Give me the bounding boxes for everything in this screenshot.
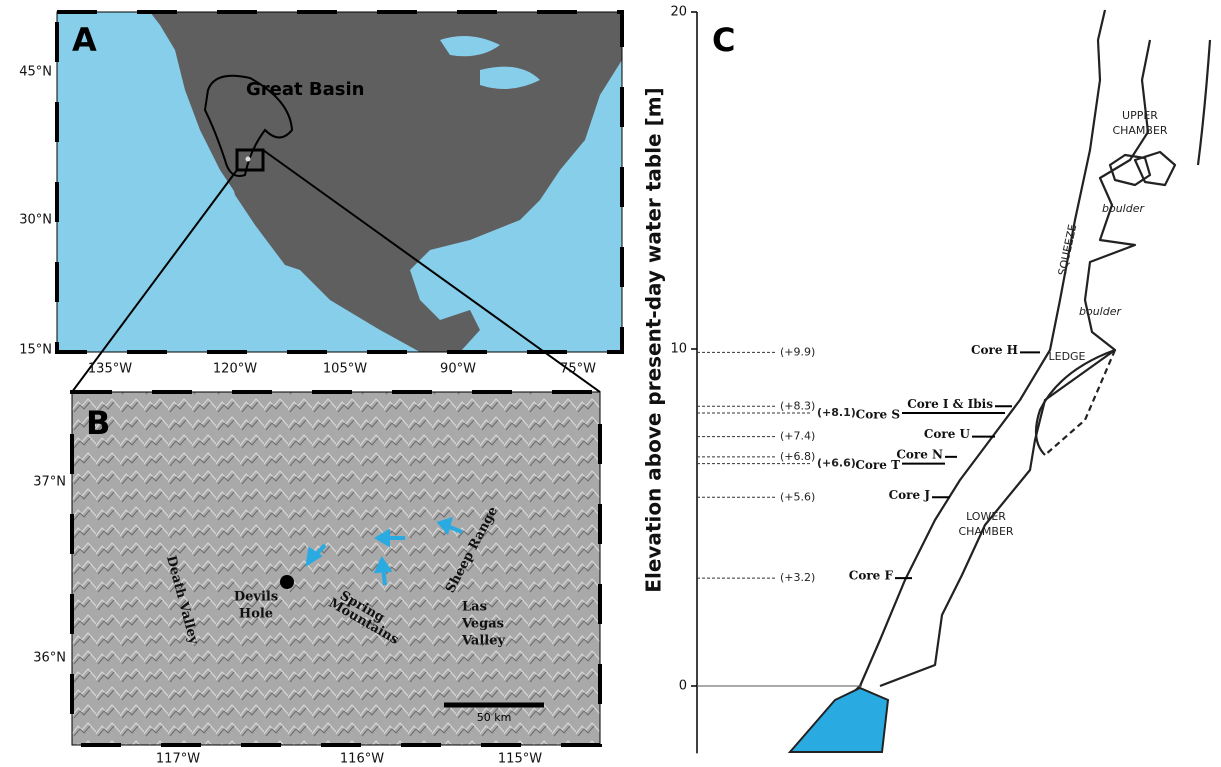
core-name: Core J <box>889 488 931 502</box>
y-tick-label: 0 <box>679 679 687 694</box>
lat-label: 36°N <box>33 651 66 666</box>
panel-letter: B <box>86 404 110 442</box>
panel-b-map: B 50 km <box>70 390 602 747</box>
panel-letter: C <box>712 21 735 59</box>
relief <box>72 392 600 745</box>
boulders <box>1108 150 1177 187</box>
zone-label: LOWER <box>966 510 1006 523</box>
place-label: Devils <box>234 590 278 605</box>
lat-label: 45°N <box>19 65 52 80</box>
lat-label: 37°N <box>33 475 66 490</box>
lon-label: 105°W <box>323 362 367 377</box>
baja <box>230 175 300 270</box>
core-name: Core I & Ibis <box>907 397 993 411</box>
elevation-label: (+8.1) <box>817 406 856 419</box>
y-tick-label: 10 <box>670 342 687 357</box>
lon-label: 135°W <box>88 362 132 377</box>
elevation-label: (+3.2) <box>780 571 815 584</box>
lat-label: 30°N <box>19 213 52 228</box>
site <box>245 156 251 162</box>
elevation-label: (+9.9) <box>780 345 815 358</box>
zone-label: boulder <box>1102 202 1145 215</box>
cave-wall <box>789 9 1107 753</box>
core-name: Core N <box>896 447 943 461</box>
place-label: Hole <box>239 607 273 622</box>
devils-hole-marker <box>280 575 294 589</box>
lon-label: 90°W <box>440 362 476 377</box>
ledge-wall <box>1034 348 1116 456</box>
land <box>150 12 622 352</box>
panel-c: C Elevation above present-day water tabl… <box>642 9 1212 753</box>
flow-arrows <box>305 517 463 586</box>
place-label: Las <box>462 600 487 615</box>
core-name: Core T <box>855 458 900 472</box>
cave-wall <box>879 39 1152 688</box>
lakes <box>440 36 540 89</box>
ledge-dash <box>1044 349 1117 456</box>
elevation-label: (+8.3) <box>780 399 815 412</box>
core-name: Core U <box>924 427 971 441</box>
lon-label: 115°W <box>498 752 542 767</box>
lat-label: 15°N <box>19 343 52 358</box>
zone-label: CHAMBER <box>958 525 1013 538</box>
place-label: Valley <box>461 634 505 649</box>
zone-label: boulder <box>1079 305 1122 318</box>
region-label: Great Basin <box>246 79 364 100</box>
place-label: Vegas <box>461 617 504 632</box>
zone-label: CHAMBER <box>1112 124 1167 137</box>
elevation-label: (+5.6) <box>780 490 815 503</box>
great-basin-outline <box>203 74 294 177</box>
inset-box <box>235 148 265 172</box>
frame <box>71 391 601 746</box>
elevation-label: (+6.6) <box>817 457 856 470</box>
lon-label: 117°W <box>156 752 200 767</box>
lon-label: 116°W <box>340 752 384 767</box>
zoom-line <box>71 169 238 393</box>
water <box>787 686 890 753</box>
panel-letter: A <box>72 21 97 59</box>
zone-label: LEDGE <box>1048 350 1085 363</box>
panel-a-map: A Great Basin <box>55 10 624 393</box>
scale-label: 50 km <box>477 711 512 724</box>
core-name: Core F <box>849 569 894 583</box>
frame <box>56 11 623 353</box>
lon-label: 75°W <box>560 362 596 377</box>
elevation-label: (+7.4) <box>780 430 815 443</box>
core-name: Core S <box>856 408 900 422</box>
y-axis-label: Elevation above present-day water table … <box>642 87 666 592</box>
zone-label: SQUEEZE <box>1056 223 1080 277</box>
lon-label: 120°W <box>213 362 257 377</box>
zone-label: UPPER <box>1122 109 1158 122</box>
y-tick-label: 20 <box>670 5 687 20</box>
core-name: Core H <box>971 343 1018 357</box>
elevation-label: (+6.8) <box>780 450 815 463</box>
fracture <box>1196 39 1212 166</box>
